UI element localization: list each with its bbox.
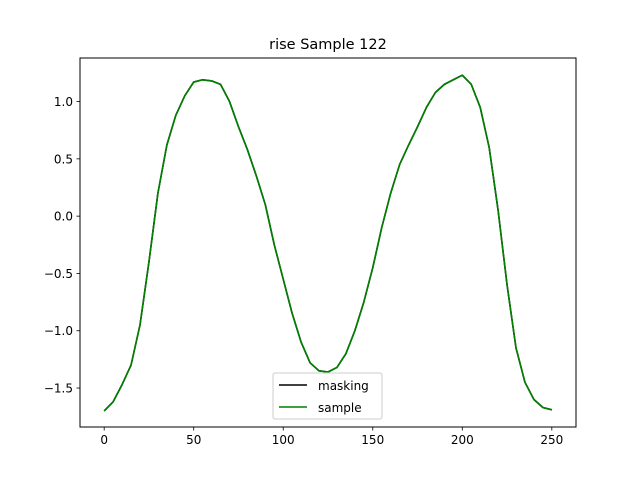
series-line-sample	[103, 74, 553, 412]
y-tick-label: 1.0	[54, 95, 73, 109]
x-axis: 0 50 100 150 200 250	[100, 427, 563, 447]
y-tick-label: −1.5	[44, 382, 73, 396]
y-tick-label: 0.0	[54, 210, 73, 224]
x-tick-label: 250	[540, 433, 563, 447]
x-tick-label: 100	[272, 433, 295, 447]
chart-title: rise Sample 122	[269, 37, 387, 53]
x-tick-label: 0	[100, 433, 108, 447]
y-tick-label: −0.5	[44, 267, 73, 281]
x-tick-label: 150	[361, 433, 384, 447]
legend-label-sample: sample	[318, 401, 362, 415]
y-tick-label: −1.0	[44, 324, 73, 338]
x-tick-label: 200	[451, 433, 474, 447]
x-tick-label: 50	[186, 433, 201, 447]
legend-label-masking: masking	[318, 379, 369, 393]
axes-frame	[79, 57, 577, 428]
y-axis: −1.5 −1.0 −0.5 0.0 0.5 1.0	[44, 95, 80, 396]
legend: masking sample	[272, 372, 383, 420]
y-tick-label: 0.5	[54, 152, 73, 166]
plot-area	[103, 74, 553, 412]
